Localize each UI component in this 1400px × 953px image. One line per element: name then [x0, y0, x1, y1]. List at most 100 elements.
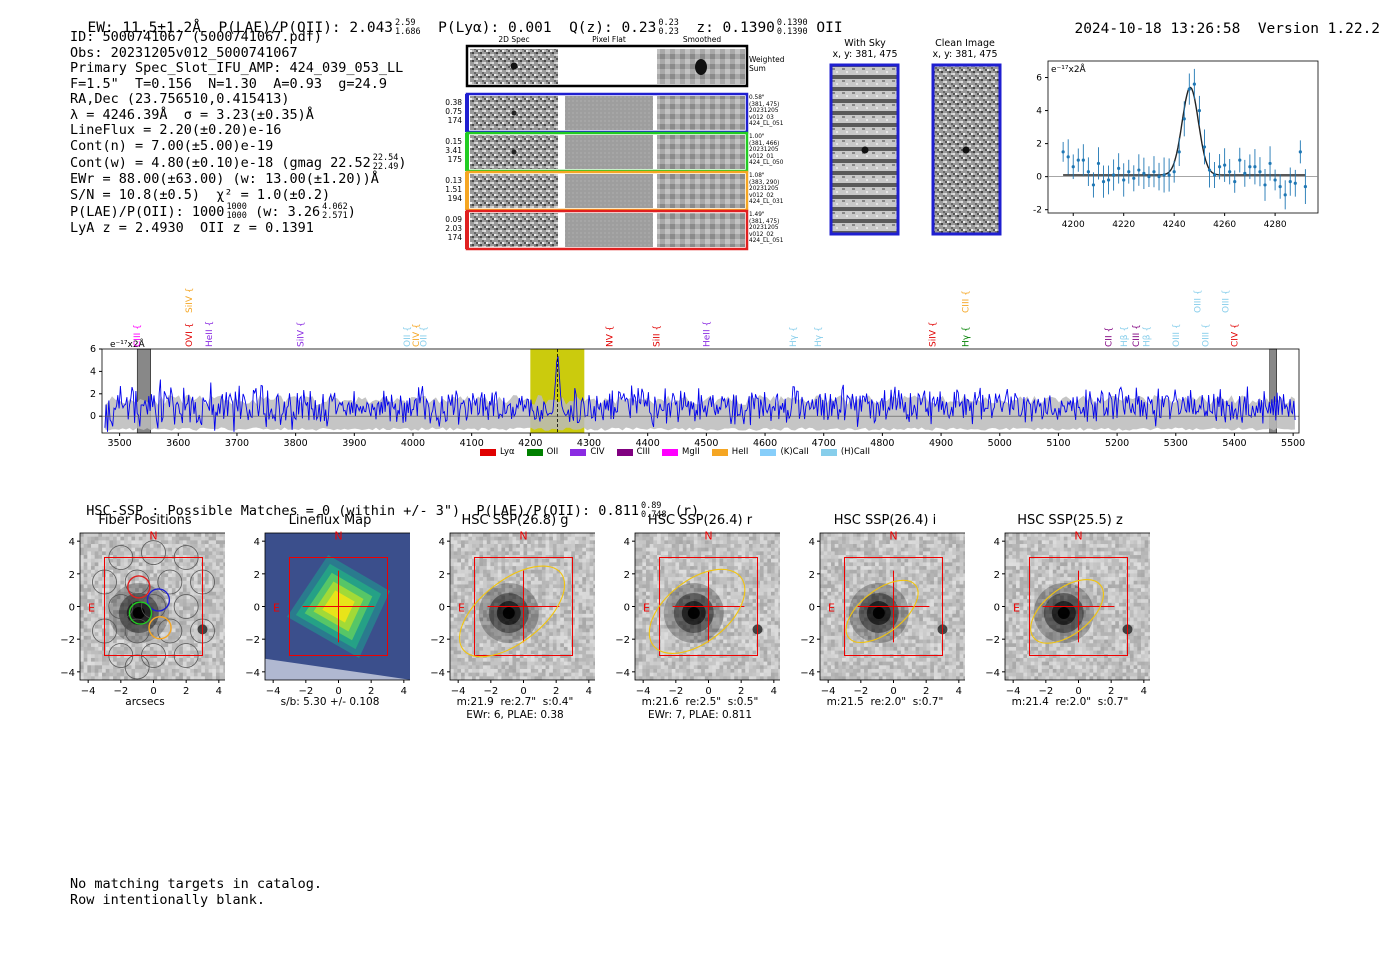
- hsc-pixel: [734, 599, 739, 604]
- hsc-pixel: [741, 661, 746, 666]
- hsc-pixel: [138, 650, 143, 655]
- hsc-pixel: [734, 544, 739, 548]
- hsc-pixel: [98, 676, 103, 681]
- hsc-pixel: [686, 569, 691, 574]
- cutout-row-value: 0.15: [445, 137, 462, 146]
- hsc-pixel: [582, 591, 587, 596]
- hsc-pixel: [519, 676, 524, 681]
- hsc-pixel: [124, 533, 129, 537]
- hsc-pixel: [105, 584, 110, 589]
- hsc-pixel: [671, 547, 676, 552]
- info-plae-w-end: ): [347, 204, 356, 220]
- hsc-pixel: [708, 617, 713, 622]
- hsc-pixel: [653, 676, 658, 681]
- hsc-pixel: [98, 657, 103, 662]
- hsc-pixel: [109, 654, 114, 659]
- hsc-pixel: [164, 661, 169, 666]
- hsc-pixel: [80, 654, 84, 659]
- hsc-pixel: [197, 544, 202, 548]
- hsc-pixel: [204, 613, 209, 618]
- hsc-pixel: [567, 595, 572, 600]
- hsc-pixel: [708, 643, 713, 648]
- hsc-pixel: [109, 536, 114, 541]
- hsc-pixel: [157, 573, 162, 578]
- hsc-pixel: [113, 657, 118, 662]
- hsc-pixel: [642, 580, 647, 585]
- hsc-pixel: [175, 591, 180, 596]
- hsc-pixel: [545, 599, 550, 604]
- hsc-pixel: [675, 573, 680, 578]
- hsc-pixel: [138, 639, 143, 644]
- hsc-pixel: [585, 632, 590, 637]
- hsc-pixel: [693, 646, 698, 651]
- hsc-pixel: [197, 654, 202, 659]
- hsc-pixel: [135, 657, 140, 662]
- hsc-pixel: [664, 580, 669, 585]
- hsc-pixel: [168, 676, 173, 681]
- hsc-pixel: [563, 558, 568, 563]
- hsc-pixel: [508, 668, 513, 673]
- hsc-pixel: [512, 584, 517, 589]
- hsc-pixel: [589, 566, 594, 571]
- hsc-pixel: [113, 654, 118, 659]
- hsc-pixel: [124, 665, 129, 670]
- hsc-pixel: [519, 573, 524, 578]
- hsc-pixel: [675, 650, 680, 655]
- hsc-pixel: [87, 628, 92, 633]
- hsc-pixel: [105, 588, 110, 593]
- hsc-pixel: [571, 668, 576, 673]
- hsc-pixel: [105, 654, 110, 659]
- zoom-point: [1122, 178, 1126, 182]
- hsc-pixel: [578, 536, 583, 541]
- hsc-pixel: [653, 551, 658, 556]
- hsc-pixel: [175, 551, 180, 556]
- hsc-pixel: [479, 672, 484, 677]
- hsc-pixel: [649, 558, 654, 563]
- hsc-pixel: [486, 606, 491, 611]
- cutout-stamp-line: (381, 475): [749, 218, 780, 225]
- hsc-pixel: [741, 624, 746, 629]
- hsc-pixel: [83, 624, 88, 629]
- hsc-pixel: [527, 610, 532, 615]
- hsc-pixel: [556, 577, 561, 582]
- hsc-pixel: [638, 646, 643, 651]
- hsc-pixel: [593, 639, 595, 644]
- hsc-pixel: [726, 591, 731, 596]
- hsc-pixel: [582, 540, 587, 545]
- hsc-pixel: [660, 540, 665, 545]
- hsc-pixel: [578, 569, 583, 574]
- hsc-pixel: [91, 639, 95, 644]
- hsc-pixel: [212, 547, 217, 552]
- hsc-pixel: [468, 569, 473, 574]
- hsc-pixel: [479, 628, 484, 633]
- hsc-pixel: [527, 606, 532, 611]
- hsc-pixel: [127, 562, 132, 567]
- hsc-pixel: [182, 668, 187, 673]
- hsc-pixel: [671, 536, 676, 541]
- hsc-pixel: [494, 617, 499, 622]
- hsc-pixel: [105, 577, 110, 582]
- hsc-pixel: [585, 628, 590, 633]
- hsc-pixel: [138, 624, 143, 629]
- hsc-pixel: [153, 584, 158, 589]
- hsc-pixel: [556, 621, 561, 626]
- hsc-pixel: [585, 639, 590, 644]
- hsc-pixel: [131, 569, 136, 574]
- hsc-pixel: [589, 536, 594, 541]
- hsc-pixel: [574, 533, 579, 537]
- hsc-pixel: [472, 668, 477, 673]
- hsc-pixel: [690, 536, 695, 541]
- hsc-pixel: [223, 643, 225, 648]
- hsc-pixel: [490, 668, 495, 673]
- hsc-pixel: [193, 588, 198, 593]
- hsc-pixel: [490, 599, 495, 604]
- hsc-panel-title: Fiber Positions: [98, 513, 192, 528]
- hsc-pixel: [94, 606, 99, 611]
- hsc-pixel: [105, 624, 110, 629]
- hsc-pixel: [649, 580, 654, 585]
- hsc-pixel: [638, 566, 643, 571]
- hsc-pixel: [501, 643, 506, 648]
- hsc-pixel: [497, 643, 502, 648]
- hsc-pixel: [494, 610, 499, 615]
- hsc-pixel: [197, 602, 202, 607]
